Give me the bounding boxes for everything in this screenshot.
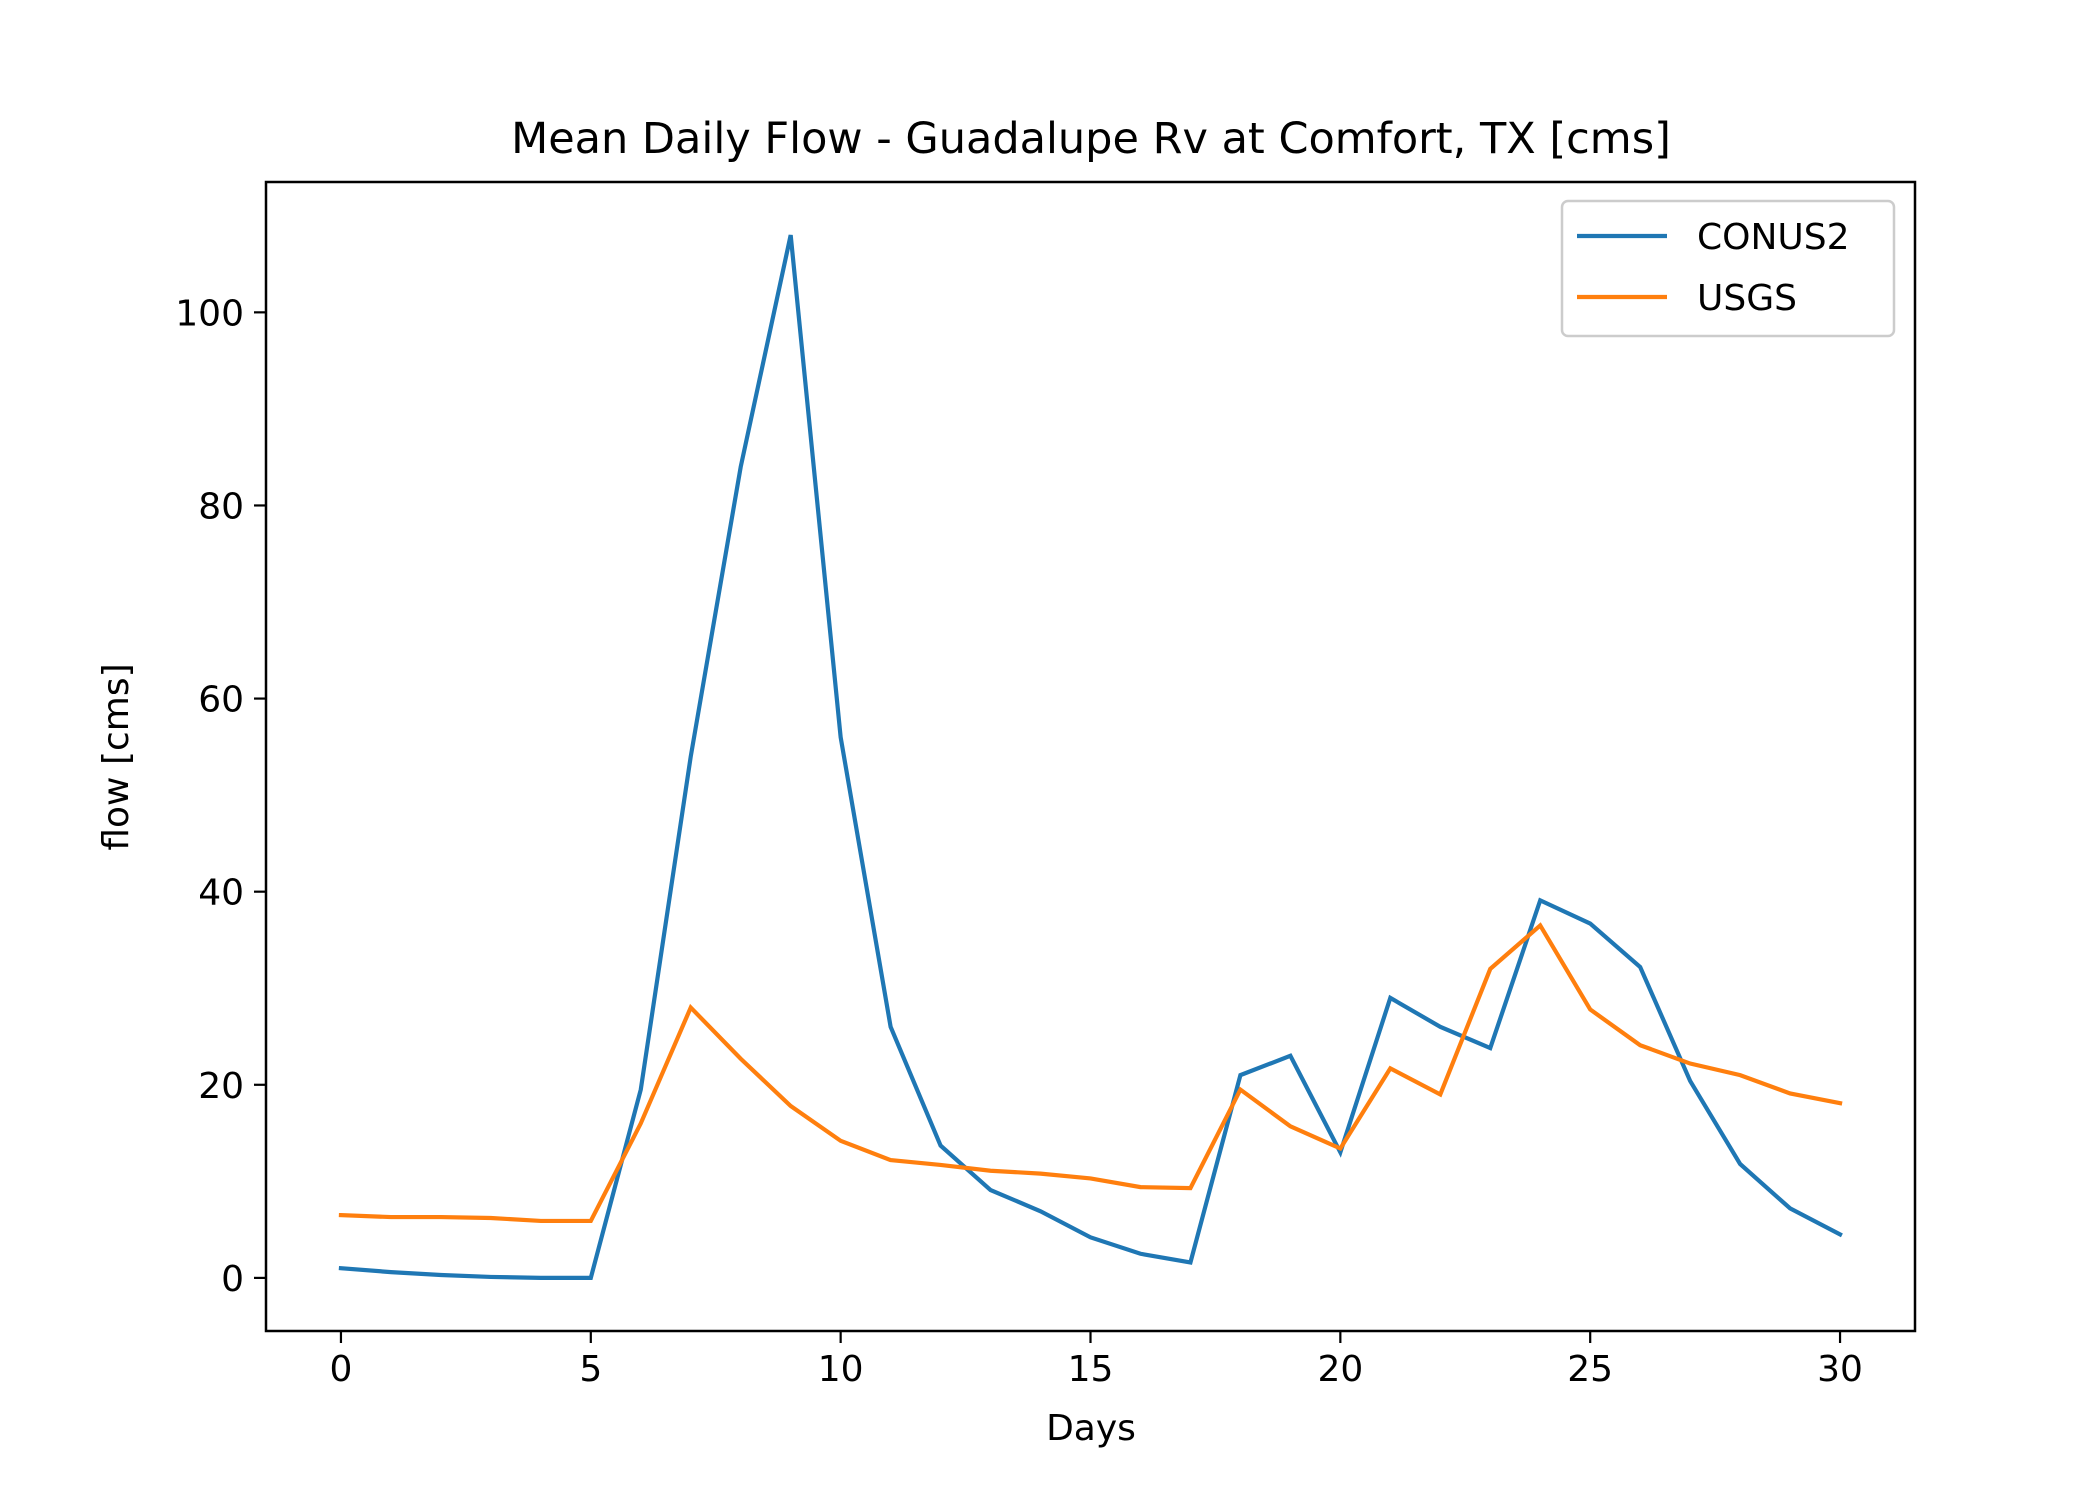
x-tick-label: 15: [1068, 1349, 1114, 1390]
series-line-usgs: [338, 922, 1843, 1224]
x-tick-label: 30: [1817, 1349, 1863, 1390]
y-axis-label: flow [cms]: [96, 663, 137, 850]
x-tick-label: 20: [1317, 1349, 1363, 1390]
series-line-conus2: [338, 234, 1843, 1280]
series-lines: [338, 234, 1843, 1280]
x-tick-label: 10: [818, 1349, 864, 1390]
y-tick-label: 20: [198, 1066, 244, 1107]
x-axis: 0 5 10 15 20 25 30: [330, 1331, 1863, 1390]
y-tick-label: 80: [198, 486, 244, 527]
y-tick-label: 60: [198, 680, 244, 721]
chart-title: Mean Daily Flow - Guadalupe Rv at Comfor…: [511, 114, 1671, 164]
x-axis-label: Days: [1046, 1408, 1136, 1449]
legend-label-usgs: USGS: [1697, 278, 1797, 319]
x-tick-label: 25: [1567, 1349, 1613, 1390]
legend: CONUS2 USGS: [1560, 199, 1896, 338]
plot-area: 0 5 10 15 20 25 30 0 20 40 60 80 100: [175, 180, 1917, 1390]
x-tick-label: 0: [330, 1349, 353, 1390]
x-tick-label: 5: [579, 1349, 602, 1390]
y-axis: 0 20 40 60 80 100: [175, 293, 266, 1300]
y-tick-label: 100: [175, 293, 244, 334]
legend-label-conus2: CONUS2: [1697, 217, 1850, 258]
y-tick-label: 0: [221, 1259, 244, 1300]
y-tick-label: 40: [198, 873, 244, 914]
